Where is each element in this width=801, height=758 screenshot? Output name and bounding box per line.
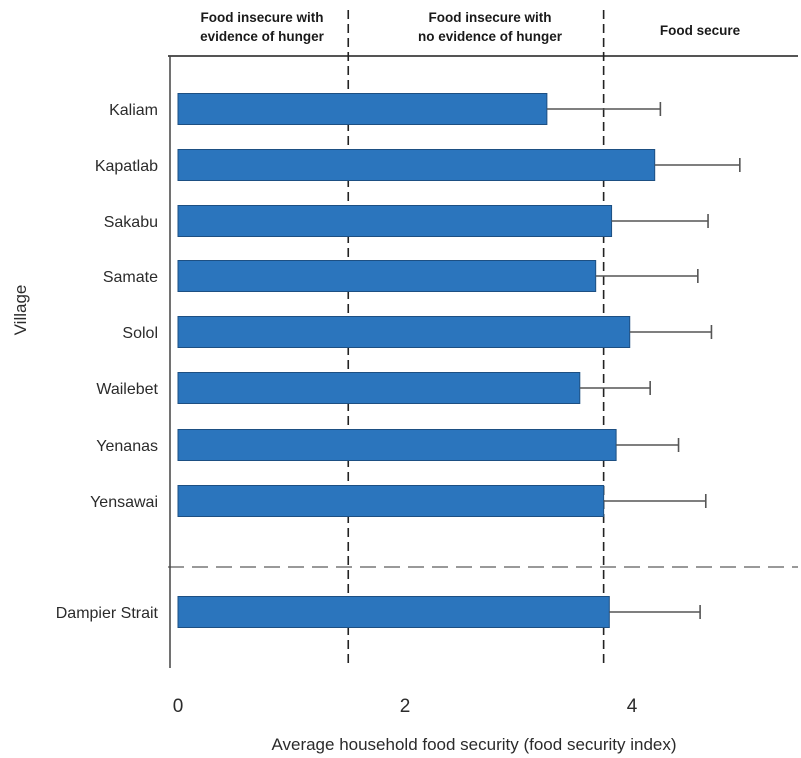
x-tick-label: 2 xyxy=(400,696,411,717)
bars-layer: Kaliam Kapatlab Sakabu Samate Solol Wailebet Y… xyxy=(56,93,741,628)
x-axis-title: Average household food security (food se… xyxy=(271,735,676,754)
bar xyxy=(177,93,548,125)
category-label: Yenanas xyxy=(96,438,158,455)
axes-layer: 0 2 4 Average household food security (food… xyxy=(11,56,677,754)
category-label: Wailebet xyxy=(96,381,158,398)
category-label: Solol xyxy=(122,325,158,342)
category-label: Yensawai xyxy=(90,494,158,511)
bar xyxy=(177,429,617,461)
bar xyxy=(177,485,605,517)
bar xyxy=(177,149,656,181)
bar xyxy=(177,260,597,292)
bar xyxy=(177,596,610,628)
x-tick-label: 4 xyxy=(627,696,638,717)
category-label: Dampier Strait xyxy=(56,605,159,622)
zone-label: Food secure xyxy=(660,23,741,38)
bar xyxy=(177,372,581,404)
zone-label: no evidence of hunger xyxy=(418,29,563,44)
bar xyxy=(177,316,631,348)
x-tick-label: 0 xyxy=(173,696,184,717)
category-label: Samate xyxy=(103,269,158,286)
category-label: Kapatlab xyxy=(95,158,158,175)
category-label: Sakabu xyxy=(104,214,158,231)
bar xyxy=(177,205,613,237)
zone-label: Food insecure with xyxy=(200,10,323,25)
zone-label: evidence of hunger xyxy=(200,29,325,44)
zone-label: Food insecure with xyxy=(428,10,551,25)
category-label: Kaliam xyxy=(109,102,158,119)
y-axis-title: Village xyxy=(11,285,30,336)
